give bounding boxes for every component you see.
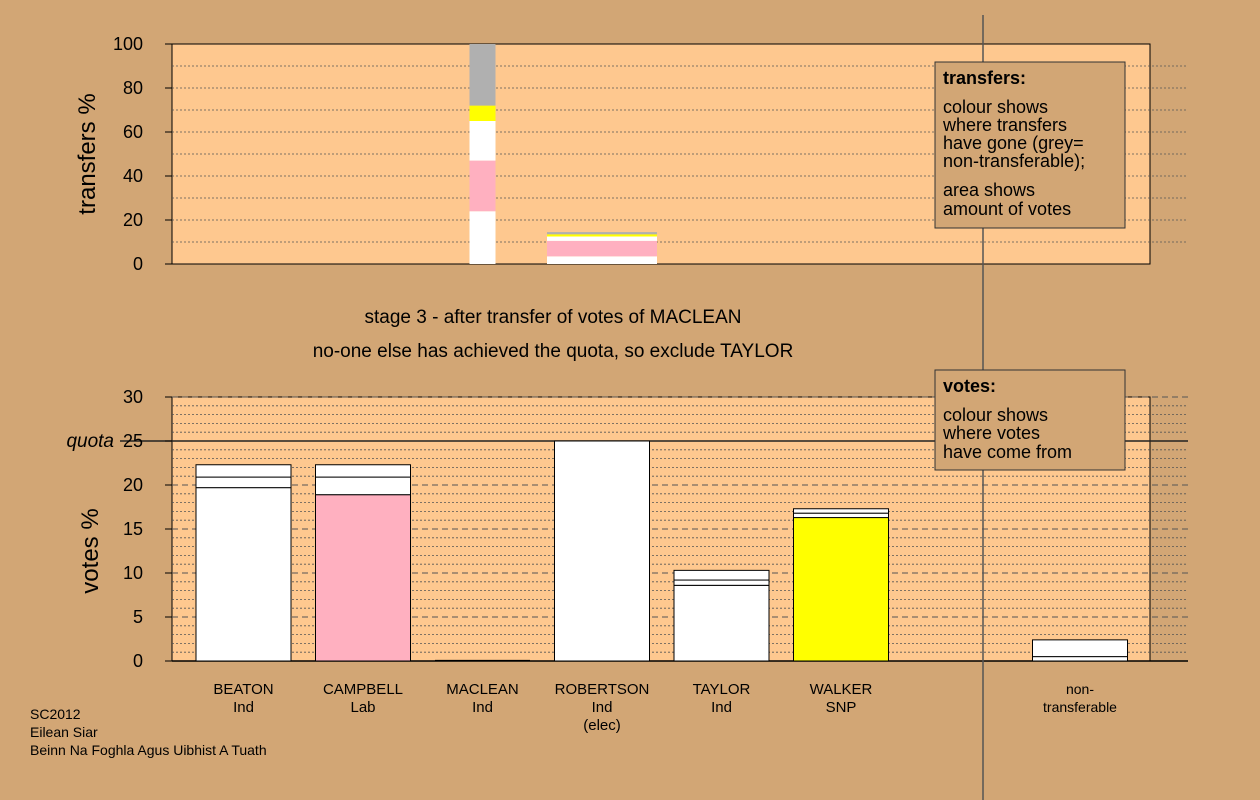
vote-segment bbox=[195, 464, 292, 478]
transfer-segment bbox=[547, 232, 657, 235]
vote-segment bbox=[793, 517, 889, 662]
votes-tick-label: 10 bbox=[123, 563, 143, 583]
category-party: Ind bbox=[233, 699, 254, 716]
vote-segment bbox=[315, 464, 411, 478]
transfers-grid bbox=[172, 65, 1188, 243]
transfers-legend-line: non-transferable); bbox=[943, 151, 1085, 171]
vote-segment bbox=[195, 476, 292, 489]
quota-label: quota bbox=[66, 431, 114, 452]
votes-legend-box bbox=[934, 369, 1126, 471]
category-party: Ind bbox=[711, 699, 732, 716]
category-party: transferable bbox=[1043, 699, 1117, 715]
transfer-segment bbox=[469, 211, 496, 264]
transfer-segment bbox=[547, 240, 657, 257]
vote-segment bbox=[673, 579, 770, 586]
votes-legend-line: have come from bbox=[943, 442, 1072, 462]
vote-segment bbox=[1032, 639, 1128, 658]
transfers-tick-label: 40 bbox=[123, 166, 143, 186]
transfers-tick-label: 100 bbox=[113, 34, 143, 54]
votes-legend: votes: colour shows where votes have com… bbox=[934, 369, 1126, 471]
vote-segment bbox=[793, 508, 889, 514]
category-status: (elec) bbox=[583, 717, 621, 734]
vote-segment bbox=[1032, 656, 1128, 662]
category-name: TAYLOR bbox=[693, 681, 751, 698]
votes-bars bbox=[195, 440, 1128, 662]
transfers-y-ticks: 0 20 40 60 80 100 bbox=[113, 34, 172, 274]
transfers-legend-line: where transfers bbox=[942, 115, 1067, 135]
category-name: ROBERTSON bbox=[555, 681, 650, 698]
votes-y-axis-title: votes % bbox=[77, 508, 104, 593]
category-party: Ind bbox=[592, 699, 613, 716]
votes-tick-label: 30 bbox=[123, 387, 143, 407]
transfer-segment bbox=[469, 121, 496, 161]
votes-legend-title: votes: bbox=[943, 376, 996, 396]
category-party: SNP bbox=[826, 699, 857, 716]
transfer-segment bbox=[469, 105, 496, 121]
vote-segment bbox=[315, 494, 411, 662]
transfers-legend-line: have gone (grey= bbox=[943, 133, 1084, 153]
category-name: WALKER bbox=[810, 681, 873, 698]
category-name: BEATON bbox=[213, 681, 273, 698]
votes-tick-label: 5 bbox=[133, 607, 143, 627]
transfers-tick-label: 60 bbox=[123, 122, 143, 142]
transfer-segment bbox=[547, 256, 657, 264]
transfers-legend-line: area shows bbox=[943, 180, 1035, 200]
transfer-segment bbox=[547, 236, 657, 241]
vote-segment bbox=[673, 569, 770, 581]
category-party: Ind bbox=[472, 699, 493, 716]
transfer-segment bbox=[469, 44, 496, 106]
category-name: non- bbox=[1066, 681, 1094, 697]
transfers-y-axis-title: transfers % bbox=[74, 93, 101, 214]
transfers-legend-title: transfers: bbox=[943, 68, 1026, 88]
vote-segment bbox=[554, 440, 650, 662]
category-party: Lab bbox=[350, 699, 375, 716]
category-name: MACLEAN bbox=[446, 681, 519, 698]
votes-y-ticks: 0 5 10 15 20 25 30 bbox=[123, 387, 172, 671]
vote-segment bbox=[793, 512, 889, 519]
votes-tick-label: 25 bbox=[123, 431, 143, 451]
votes-tick-label: 15 bbox=[123, 519, 143, 539]
transfers-legend-line: amount of votes bbox=[943, 199, 1071, 219]
votes-tick-label: 20 bbox=[123, 475, 143, 495]
transfers-tick-label: 0 bbox=[133, 254, 143, 274]
transfer-segment bbox=[547, 234, 657, 237]
transfers-legend: transfers: colour shows where transfers … bbox=[934, 61, 1126, 229]
vote-segment bbox=[315, 476, 411, 496]
transfers-legend-box bbox=[934, 61, 1126, 229]
transfers-tick-label: 20 bbox=[123, 210, 143, 230]
transfer-segment bbox=[469, 160, 496, 212]
caption-line2: no-one else has achieved the quota, so e… bbox=[313, 341, 794, 362]
transfers-legend-line: colour shows bbox=[943, 97, 1048, 117]
votes-category-labels: BEATONIndCAMPBELLLabMACLEANIndROBERTSONI… bbox=[213, 681, 1117, 734]
votes-tick-label: 0 bbox=[133, 651, 143, 671]
footer-council: Eilean Siar bbox=[30, 724, 98, 740]
footer-ward: Beinn Na Foghla Agus Uibhist A Tuath bbox=[30, 742, 267, 758]
footer-election: SC2012 bbox=[30, 706, 81, 722]
vote-segment bbox=[195, 487, 292, 662]
category-name: CAMPBELL bbox=[323, 681, 403, 698]
transfers-tick-label: 80 bbox=[123, 78, 143, 98]
caption-line1: stage 3 - after transfer of votes of MAC… bbox=[365, 307, 742, 328]
votes-legend-line: where votes bbox=[942, 423, 1040, 443]
vote-segment bbox=[673, 584, 770, 662]
transfers-bars bbox=[469, 44, 657, 264]
votes-legend-line: colour shows bbox=[943, 405, 1048, 425]
